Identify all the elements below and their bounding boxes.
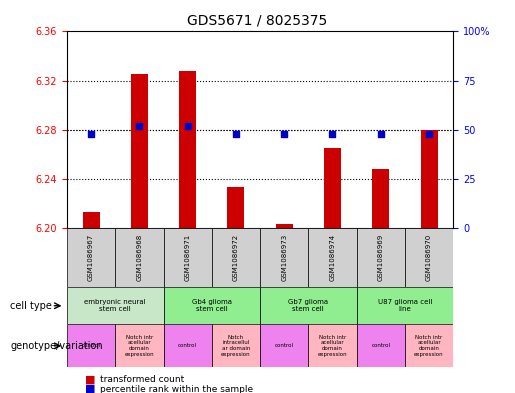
FancyBboxPatch shape — [308, 228, 356, 287]
Text: embryonic neural
stem cell: embryonic neural stem cell — [84, 299, 146, 312]
FancyBboxPatch shape — [356, 287, 453, 324]
Bar — [324, 148, 341, 228]
Text: genotype/variation: genotype/variation — [10, 341, 103, 351]
FancyBboxPatch shape — [163, 228, 212, 287]
FancyBboxPatch shape — [67, 287, 163, 324]
Bar — [372, 169, 389, 228]
Bar — [276, 224, 293, 228]
FancyBboxPatch shape — [212, 324, 260, 367]
Bar — [131, 74, 148, 228]
Text: GSM1086968: GSM1086968 — [136, 234, 142, 281]
Point — [135, 123, 144, 129]
FancyBboxPatch shape — [405, 228, 453, 287]
Text: GSM1086974: GSM1086974 — [330, 234, 335, 281]
Text: GSM1086973: GSM1086973 — [281, 234, 287, 281]
Point — [329, 130, 337, 137]
Text: Notch intr
acellular
domain
expression: Notch intr acellular domain expression — [318, 335, 347, 357]
FancyBboxPatch shape — [115, 228, 163, 287]
FancyBboxPatch shape — [115, 324, 163, 367]
Text: GSM1086970: GSM1086970 — [426, 234, 432, 281]
FancyBboxPatch shape — [260, 324, 308, 367]
Text: Gb4 glioma
stem cell: Gb4 glioma stem cell — [192, 299, 232, 312]
FancyBboxPatch shape — [356, 324, 405, 367]
Bar — [228, 187, 245, 228]
Text: transformed count: transformed count — [100, 375, 185, 384]
Text: GSM1086972: GSM1086972 — [233, 234, 239, 281]
Text: ■: ■ — [85, 374, 95, 384]
Text: cell type: cell type — [10, 301, 52, 311]
Text: GDS5671 / 8025375: GDS5671 / 8025375 — [187, 14, 328, 28]
Bar — [82, 212, 99, 228]
Text: GSM1086967: GSM1086967 — [88, 234, 94, 281]
Text: GSM1086969: GSM1086969 — [378, 234, 384, 281]
Text: Notch
intracellul
ar domain
expression: Notch intracellul ar domain expression — [221, 335, 251, 357]
Text: Notch intr
acellular
domain
expression: Notch intr acellular domain expression — [125, 335, 154, 357]
Text: Notch intr
acellular
domain
expression: Notch intr acellular domain expression — [414, 335, 444, 357]
Text: Gb7 glioma
stem cell: Gb7 glioma stem cell — [288, 299, 329, 312]
Text: GSM1086971: GSM1086971 — [185, 234, 191, 281]
Bar — [179, 71, 196, 228]
Point — [280, 130, 288, 137]
Text: control: control — [178, 343, 197, 348]
FancyBboxPatch shape — [67, 228, 115, 287]
FancyBboxPatch shape — [67, 324, 115, 367]
FancyBboxPatch shape — [163, 324, 212, 367]
Text: control: control — [371, 343, 390, 348]
Point — [232, 130, 240, 137]
FancyBboxPatch shape — [163, 287, 260, 324]
Text: control: control — [81, 343, 100, 348]
FancyBboxPatch shape — [260, 228, 308, 287]
FancyBboxPatch shape — [405, 324, 453, 367]
Text: control: control — [274, 343, 294, 348]
FancyBboxPatch shape — [260, 287, 356, 324]
Text: percentile rank within the sample: percentile rank within the sample — [100, 385, 253, 393]
Text: U87 glioma cell
line: U87 glioma cell line — [377, 299, 432, 312]
FancyBboxPatch shape — [356, 228, 405, 287]
FancyBboxPatch shape — [212, 228, 260, 287]
Point — [183, 123, 192, 129]
Text: ■: ■ — [85, 384, 95, 393]
Point — [87, 130, 95, 137]
FancyBboxPatch shape — [308, 324, 356, 367]
Point — [376, 130, 385, 137]
Bar — [421, 130, 438, 228]
Point — [425, 130, 433, 137]
